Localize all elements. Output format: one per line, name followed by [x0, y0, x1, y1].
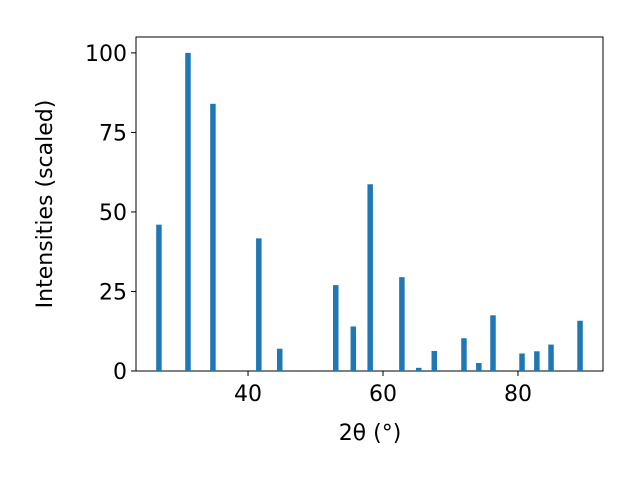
bar	[548, 344, 554, 371]
bar	[156, 224, 162, 371]
bar	[431, 350, 438, 371]
bar	[534, 351, 540, 371]
bar	[256, 238, 262, 371]
bar	[350, 326, 357, 371]
bar	[276, 348, 283, 371]
bar	[210, 103, 216, 372]
bar	[416, 367, 422, 371]
bar	[185, 52, 191, 372]
x-tick-label: 40	[234, 382, 262, 407]
bar	[367, 184, 373, 371]
bar	[461, 338, 467, 371]
y-tick-label: 25	[99, 280, 127, 305]
y-tick-label: 0	[113, 360, 127, 385]
y-axis-label: Intensities (scaled)	[33, 100, 58, 309]
y-tick-label: 75	[99, 121, 127, 146]
bar	[476, 363, 482, 371]
x-axis-label: 2θ (°)	[339, 421, 402, 446]
bar	[490, 315, 496, 371]
bar	[519, 353, 525, 371]
bar	[333, 285, 339, 371]
y-tick-label: 100	[85, 42, 127, 67]
y-tick-label: 50	[99, 201, 127, 226]
x-tick-label: 80	[504, 382, 532, 407]
x-tick-label: 60	[369, 382, 397, 407]
bar	[399, 277, 405, 371]
bar	[577, 320, 583, 371]
